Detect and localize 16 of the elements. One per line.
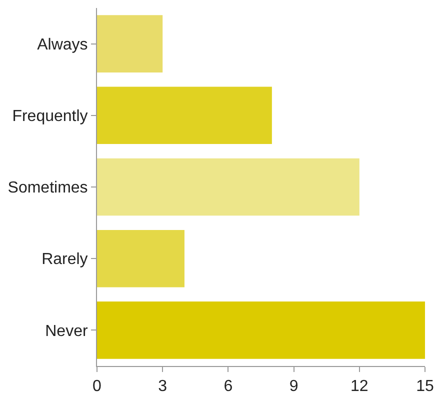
x-tick-label: 15 <box>416 378 434 396</box>
x-tick-label: 9 <box>289 378 298 396</box>
x-tick-label: 3 <box>158 378 168 396</box>
y-tick-label: Never <box>45 322 88 340</box>
x-tick-label: 12 <box>350 378 368 396</box>
bar <box>97 86 272 144</box>
x-tick-label: 0 <box>92 378 102 396</box>
y-tick-label: Always <box>37 36 88 54</box>
y-tick-label: Frequently <box>12 108 88 125</box>
x-tick-label: 6 <box>224 378 233 396</box>
bar <box>97 158 360 216</box>
bar <box>97 230 184 288</box>
bar <box>97 302 425 359</box>
y-tick-label: Rarely <box>42 251 88 268</box>
y-tick-label: Sometimes <box>8 180 88 197</box>
bar <box>97 15 163 72</box>
